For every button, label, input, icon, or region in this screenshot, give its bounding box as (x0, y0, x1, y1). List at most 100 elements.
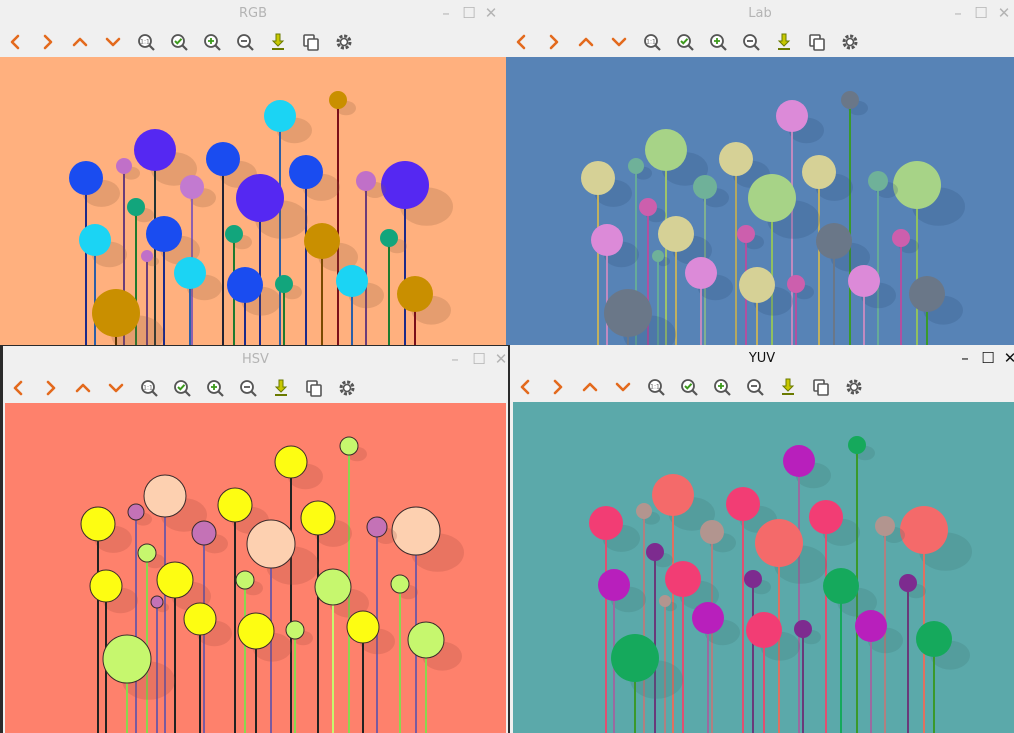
balloon (787, 275, 805, 293)
balloon (236, 174, 284, 222)
balloon (692, 602, 724, 634)
balloon (639, 198, 657, 216)
balloon (746, 612, 782, 648)
zoom-out-icon[interactable] (235, 32, 255, 52)
balloon (916, 621, 952, 657)
zoom-fit-icon[interactable] (169, 32, 189, 52)
zoom-out-icon[interactable] (745, 377, 765, 397)
balloon (899, 574, 917, 592)
close-button[interactable]: ✕ (997, 4, 1011, 22)
balloon (235, 570, 255, 590)
zoom-in-icon[interactable] (202, 32, 222, 52)
properties-icon[interactable] (840, 32, 860, 52)
zoom-in-icon[interactable] (712, 377, 732, 397)
title-bar: RGB – ☐ ✕ (0, 0, 506, 28)
minimize-button[interactable]: – (451, 350, 459, 368)
zoom-out-icon[interactable] (741, 32, 761, 52)
pan-right-icon[interactable] (38, 32, 58, 52)
close-button[interactable]: ✕ (484, 4, 498, 22)
properties-icon[interactable] (844, 377, 864, 397)
maximize-button[interactable]: ☐ (981, 349, 995, 367)
window-title: Lab (748, 6, 772, 21)
pan-left-icon[interactable] (5, 32, 25, 52)
balloons-artwork (5, 403, 506, 733)
balloon (700, 520, 724, 544)
pan-up-icon[interactable] (70, 32, 90, 52)
maximize-button[interactable]: ☐ (462, 4, 476, 22)
minimize-button[interactable]: – (961, 349, 969, 367)
pan-down-icon[interactable] (613, 377, 633, 397)
pan-left-icon[interactable] (515, 377, 535, 397)
balloon (652, 250, 664, 262)
zoom-fit-icon[interactable] (679, 377, 699, 397)
balloon (304, 223, 340, 259)
balloon (227, 267, 263, 303)
pan-down-icon[interactable] (103, 32, 123, 52)
balloon (726, 487, 760, 521)
save-image-icon[interactable] (268, 32, 288, 52)
balloon (80, 506, 116, 542)
zoom-out-icon[interactable] (238, 378, 258, 398)
maximize-button[interactable]: ☐ (974, 4, 988, 22)
balloon (744, 570, 762, 588)
pan-left-icon[interactable] (511, 32, 531, 52)
pan-up-icon[interactable] (576, 32, 596, 52)
close-button[interactable]: ✕ (1003, 349, 1014, 367)
zoom-in-icon[interactable] (205, 378, 225, 398)
balloon (381, 161, 429, 209)
image-view[interactable] (513, 402, 1014, 733)
copy-image-icon[interactable] (811, 377, 831, 397)
image-view[interactable] (0, 57, 506, 345)
zoom-original-icon[interactable]: 1:1 (136, 32, 156, 52)
balloon (191, 520, 217, 546)
pan-left-icon[interactable] (8, 378, 28, 398)
balloon (794, 620, 812, 638)
save-image-icon[interactable] (271, 378, 291, 398)
pan-down-icon[interactable] (106, 378, 126, 398)
zoom-fit-icon[interactable] (675, 32, 695, 52)
balloon (748, 174, 796, 222)
balloon (391, 506, 441, 556)
balloon (300, 500, 336, 536)
pan-right-icon[interactable] (41, 378, 61, 398)
copy-image-icon[interactable] (304, 378, 324, 398)
balloon (336, 265, 368, 297)
minimize-button[interactable]: – (954, 4, 962, 22)
pan-down-icon[interactable] (609, 32, 629, 52)
close-button[interactable]: ✕ (494, 350, 508, 368)
pan-up-icon[interactable] (73, 378, 93, 398)
pan-right-icon[interactable] (544, 32, 564, 52)
balloon (366, 516, 388, 538)
zoom-original-icon[interactable]: 1:1 (646, 377, 666, 397)
properties-icon[interactable] (337, 378, 357, 398)
window-title: YUV (748, 351, 776, 366)
pan-right-icon[interactable] (548, 377, 568, 397)
image-view[interactable] (5, 403, 506, 733)
balloon (264, 100, 296, 132)
balloon (143, 474, 187, 518)
properties-icon[interactable] (334, 32, 354, 52)
svg-text:1:1: 1:1 (650, 384, 660, 391)
pan-up-icon[interactable] (580, 377, 600, 397)
copy-image-icon[interactable] (301, 32, 321, 52)
zoom-original-icon[interactable]: 1:1 (642, 32, 662, 52)
zoom-in-icon[interactable] (708, 32, 728, 52)
balloon (776, 100, 808, 132)
balloon (841, 91, 859, 109)
copy-image-icon[interactable] (807, 32, 827, 52)
balloon (823, 568, 859, 604)
balloon (646, 543, 664, 561)
balloon (237, 612, 275, 650)
balloon (665, 561, 701, 597)
balloon (329, 91, 347, 109)
save-image-icon[interactable] (778, 377, 798, 397)
image-view[interactable] (506, 57, 1014, 345)
balloons-artwork (0, 57, 506, 345)
maximize-button[interactable]: ☐ (472, 350, 486, 368)
zoom-fit-icon[interactable] (172, 378, 192, 398)
minimize-button[interactable]: – (442, 4, 450, 22)
zoom-original-icon[interactable]: 1:1 (139, 378, 159, 398)
balloon (217, 487, 253, 523)
save-image-icon[interactable] (774, 32, 794, 52)
title-bar: Lab – ☐ ✕ (506, 0, 1014, 28)
